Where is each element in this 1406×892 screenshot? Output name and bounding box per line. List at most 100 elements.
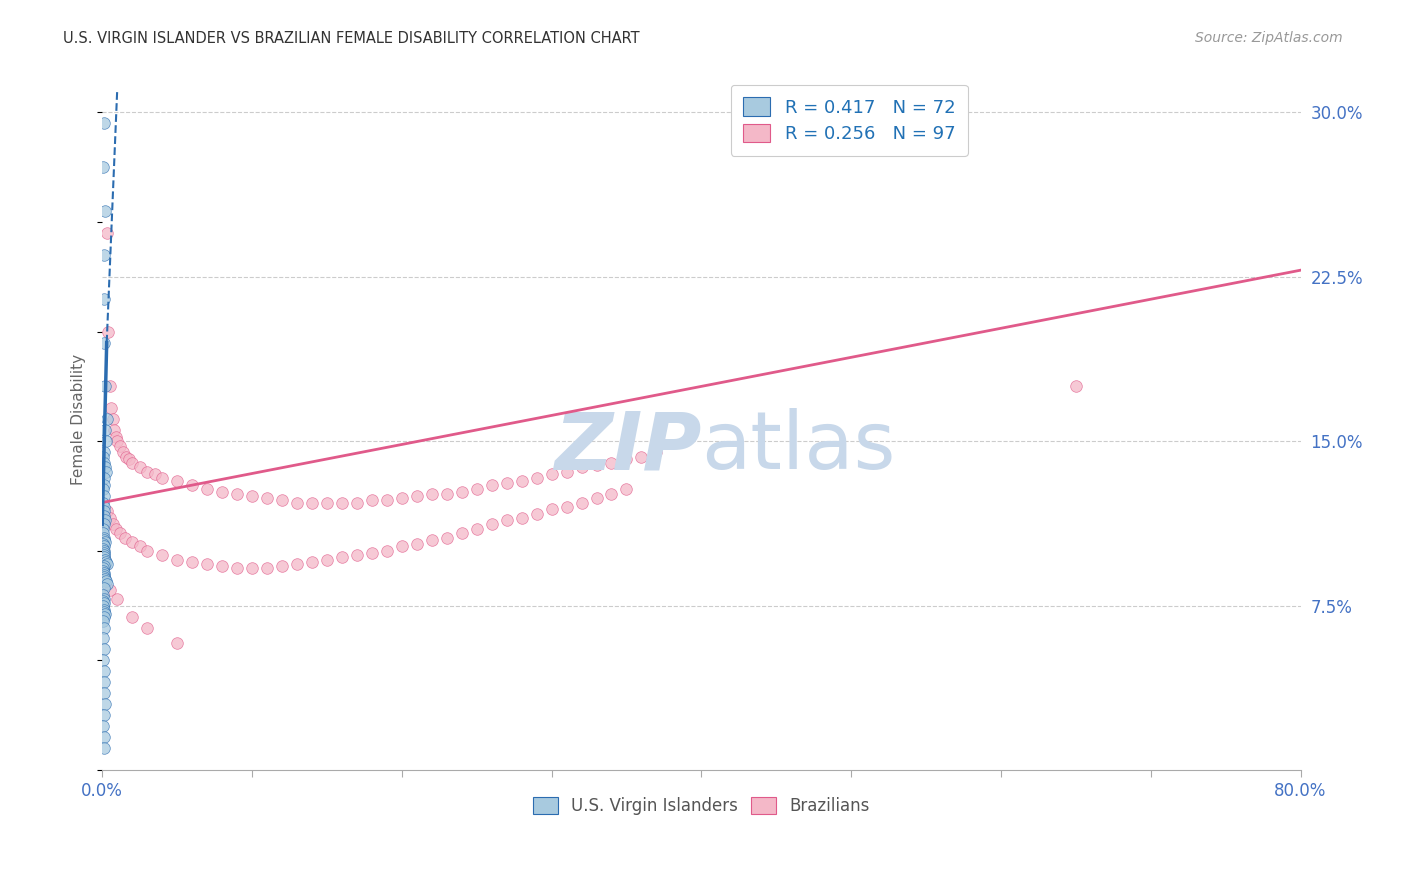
Point [93, 541, 115, 556]
Point [93, 540, 115, 554]
Point [166, 636, 188, 650]
Point [391, 491, 413, 505]
Point [136, 620, 159, 634]
Point [93, 548, 115, 562]
Point [330, 495, 353, 509]
Point [93, 730, 115, 744]
Point [405, 537, 427, 551]
Point [93, 620, 115, 634]
Text: ZIP: ZIP [554, 409, 702, 486]
Point [94, 465, 117, 479]
Point [98, 379, 121, 393]
Point [301, 555, 323, 569]
Point [93, 568, 115, 582]
Point [97, 325, 120, 339]
Point [93, 495, 115, 509]
Point [93, 531, 115, 545]
Point [94, 434, 117, 449]
Point [526, 507, 548, 521]
Point [103, 423, 125, 437]
Point [93, 686, 115, 700]
Text: U.S. VIRGIN ISLANDER VS BRAZILIAN FEMALE DISABILITY CORRELATION CHART: U.S. VIRGIN ISLANDER VS BRAZILIAN FEMALE… [63, 31, 640, 46]
Point [91, 564, 114, 578]
Point [93, 708, 115, 723]
Point [510, 474, 533, 488]
Point [465, 522, 488, 536]
Point [226, 487, 249, 501]
Point [391, 540, 413, 554]
Point [93, 605, 115, 619]
Point [360, 546, 382, 560]
Point [93, 592, 115, 607]
Point [94, 460, 117, 475]
Point [105, 592, 128, 607]
Point [94, 379, 117, 393]
Point [94, 552, 117, 566]
Point [93, 504, 115, 518]
Point [104, 522, 127, 536]
Point [93, 719, 115, 733]
Point [121, 535, 143, 549]
Point [166, 474, 188, 488]
Point [616, 451, 638, 466]
Point [93, 248, 115, 262]
Point [346, 548, 368, 562]
Point [405, 489, 427, 503]
Point [316, 552, 339, 566]
Point [91, 632, 114, 646]
Point [108, 526, 131, 541]
Point [94, 607, 117, 622]
Point [93, 456, 115, 470]
Point [316, 495, 339, 509]
Point [93, 609, 115, 624]
Point [93, 581, 115, 595]
Point [93, 596, 115, 610]
Point [436, 487, 458, 501]
Point [181, 478, 204, 492]
Point [301, 495, 323, 509]
Point [93, 508, 115, 523]
Point [93, 533, 115, 547]
Point [256, 491, 278, 505]
Point [96, 226, 118, 240]
Point [195, 557, 218, 571]
Point [93, 665, 115, 679]
Point [115, 450, 138, 464]
Point [94, 572, 117, 586]
Point [93, 561, 115, 575]
Point [93, 471, 115, 485]
Point [93, 599, 115, 613]
Point [114, 531, 136, 545]
Point [571, 460, 593, 475]
Point [495, 475, 517, 490]
Point [96, 412, 118, 426]
Point [94, 423, 117, 437]
Point [112, 445, 135, 459]
Point [436, 531, 458, 545]
Point [93, 642, 115, 657]
Point [91, 483, 114, 497]
Point [93, 566, 115, 580]
Point [93, 450, 115, 464]
Point [555, 465, 578, 479]
Text: atlas: atlas [702, 409, 896, 486]
Point [330, 550, 353, 565]
Point [271, 493, 294, 508]
Point [94, 513, 117, 527]
Point [91, 160, 114, 174]
Point [375, 493, 398, 508]
Point [360, 493, 382, 508]
Point [96, 576, 118, 591]
Point [93, 445, 115, 459]
Point [585, 458, 607, 473]
Point [121, 609, 143, 624]
Point [450, 526, 472, 541]
Point [93, 653, 115, 667]
Point [93, 588, 115, 602]
Y-axis label: Female Disability: Female Disability [72, 354, 86, 485]
Point [93, 559, 115, 574]
Point [346, 495, 368, 509]
Point [93, 603, 115, 617]
Legend: U.S. Virgin Islanders, Brazilians: U.S. Virgin Islanders, Brazilians [523, 787, 880, 825]
Point [93, 335, 115, 350]
